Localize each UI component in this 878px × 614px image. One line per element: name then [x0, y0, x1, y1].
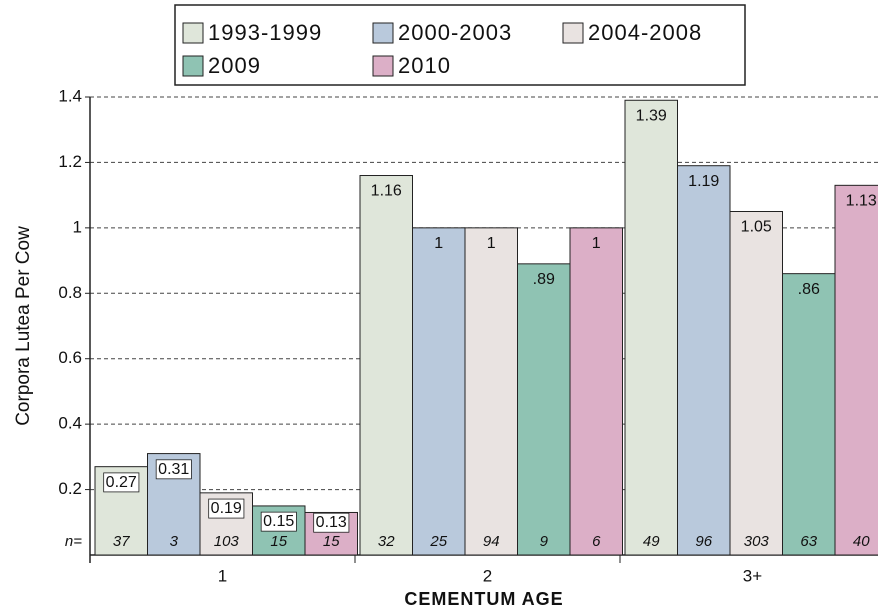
- legend-swatch: [372, 22, 394, 44]
- bar: [517, 263, 571, 556]
- value-label-box: [313, 512, 350, 533]
- bar: [729, 211, 783, 556]
- n-value: 40: [853, 533, 870, 550]
- n-value: 25: [429, 533, 447, 550]
- legend-swatch: [182, 55, 204, 77]
- n-value: 15: [270, 533, 287, 550]
- value-label: 1.13: [846, 193, 877, 210]
- n-value: 94: [483, 533, 500, 550]
- value-label: 0.27: [106, 474, 137, 491]
- value-label: .89: [533, 271, 555, 288]
- legend-swatch: [562, 22, 584, 44]
- bar: [569, 227, 623, 556]
- value-label: 1.16: [371, 183, 402, 200]
- value-label: 0.19: [211, 500, 242, 517]
- value-label-box: [260, 511, 297, 532]
- n-value: 15: [323, 533, 340, 550]
- value-label: 1.39: [636, 107, 667, 124]
- bar: [464, 227, 518, 556]
- value-label: 1.05: [741, 219, 772, 236]
- legend-swatch: [182, 22, 204, 44]
- y-axis-title: Corpora Lutea Per Cow: [13, 226, 34, 426]
- x-tick-label: 3+: [743, 566, 762, 585]
- n-value: 63: [800, 533, 817, 550]
- legend-swatch: [372, 55, 394, 77]
- legend-label: 2000-2003: [398, 20, 512, 45]
- value-label: 0.13: [316, 514, 347, 531]
- bar: [359, 175, 413, 556]
- bar: [677, 165, 731, 556]
- n-value: 3: [170, 533, 179, 550]
- bar: [782, 273, 836, 556]
- n-value: 303: [744, 533, 770, 550]
- y-tick-label: 0.8: [58, 283, 82, 302]
- value-label-box: [208, 498, 245, 519]
- value-label: 1: [434, 235, 443, 252]
- legend-label: 2004-2008: [588, 20, 702, 45]
- n-value: 6: [592, 533, 601, 550]
- n-value: 49: [643, 533, 660, 550]
- y-tick-label: 0.6: [58, 348, 82, 367]
- n-label: n=: [65, 533, 82, 550]
- n-value: 37: [113, 533, 130, 550]
- y-tick-label: 0.2: [58, 479, 82, 498]
- y-tick-label: 1: [73, 217, 82, 236]
- x-tick-label: 1: [218, 566, 227, 585]
- x-axis-title: CEMENTUM AGE: [404, 589, 563, 609]
- n-value: 32: [378, 533, 395, 550]
- value-label: 1: [592, 235, 601, 252]
- bar: [624, 99, 678, 556]
- bar: [412, 227, 466, 556]
- n-value: 96: [695, 533, 712, 550]
- bar: [834, 184, 878, 556]
- value-label: 1: [487, 235, 496, 252]
- value-label: 1.19: [688, 173, 719, 190]
- value-label: .86: [798, 281, 820, 298]
- legend-box: [174, 4, 746, 86]
- y-tick-label: 1.2: [58, 152, 82, 171]
- legend-label: 1993-1999: [208, 20, 322, 45]
- value-label: 0.15: [263, 513, 294, 530]
- n-value: 103: [214, 533, 240, 550]
- value-label-box: [155, 459, 192, 480]
- x-tick-label: 2: [483, 566, 492, 585]
- value-label-box: [103, 472, 140, 493]
- y-tick-label: 1.4: [58, 86, 82, 105]
- n-value: 9: [540, 533, 549, 550]
- legend-label: 2010: [398, 53, 451, 78]
- value-label: 0.31: [158, 461, 189, 478]
- y-tick-label: 0.4: [58, 414, 82, 433]
- legend-label: 2009: [208, 53, 261, 78]
